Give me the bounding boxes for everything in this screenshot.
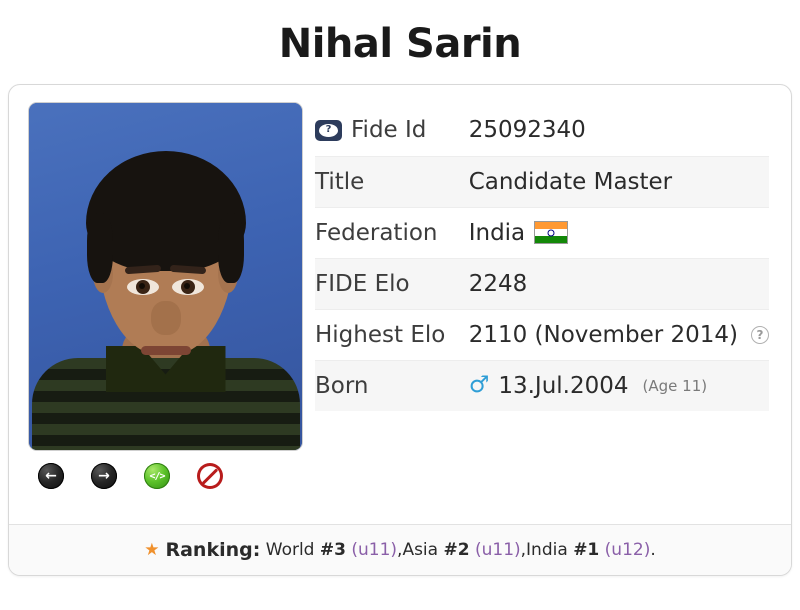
male-gender-icon: ♂ [468, 372, 490, 399]
arrow-left-icon: ← [45, 468, 57, 484]
india-rank: #1 [573, 540, 600, 560]
flag-band-saffron [535, 222, 568, 229]
ranking-label: Ranking: [165, 539, 261, 561]
world-label: World [265, 540, 315, 560]
photo-column: ← → </> [9, 103, 315, 489]
asia-rank: #2 [443, 540, 470, 560]
asia-category: (u11) [474, 540, 521, 560]
photo-hair-right [218, 213, 244, 283]
row-label-title: Title [315, 155, 469, 207]
row-value-federation: India [468, 206, 769, 258]
photo-nose [150, 301, 181, 335]
page-title: Nihal Sarin [278, 21, 522, 67]
row-label-born: Born [315, 359, 469, 411]
table-row: Highest Elo 2110 (November 2014) ? [315, 308, 769, 360]
player-photo [29, 103, 302, 450]
separator-2: , [520, 540, 527, 560]
fide-id-icon: ? [315, 119, 342, 141]
action-icon-row: ← → </> [29, 450, 315, 489]
table-row: ? Fide Id 25092340 [315, 105, 769, 156]
row-value-fide-id: 25092340 [468, 117, 586, 144]
highest-elo-value: 2110 (November 2014) [468, 321, 738, 348]
india-label: India [526, 540, 568, 560]
footer-period: . [650, 540, 656, 560]
separator-1: , [397, 540, 403, 560]
world-rank: #3 [319, 540, 346, 560]
help-icon[interactable]: ? [751, 325, 769, 344]
world-category: (u11) [351, 540, 398, 560]
federation-name: India [468, 219, 526, 246]
previous-player-button[interactable]: ← [38, 463, 64, 489]
photo-eye-left [127, 279, 159, 295]
table-row: Born ♂ 13.Jul.2004 (Age 11) [315, 359, 769, 411]
card-body: ← → </> ? [9, 85, 791, 489]
india-category: (u12) [604, 540, 651, 560]
player-info-table: ? Fide Id 25092340 Title Candidate Maste… [315, 105, 769, 411]
photo-eye-right [172, 279, 204, 295]
info-column: ? Fide Id 25092340 Title Candidate Maste… [315, 103, 791, 411]
birth-date: 13.Jul.2004 [498, 372, 629, 399]
flag-band-green [535, 236, 568, 243]
player-profile-card: ← → </> ? [8, 84, 792, 576]
row-label-highest-elo: Highest Elo [315, 308, 469, 360]
table-row: FIDE Elo 2248 [315, 257, 769, 309]
fide-id-icon-glyph: ? [319, 123, 338, 137]
row-label-fide-elo: FIDE Elo [315, 257, 469, 309]
photo-iris-right [181, 280, 195, 294]
row-value-title: Candidate Master [468, 155, 769, 207]
photo-shirt [31, 358, 300, 450]
table-row: Title Candidate Master [315, 155, 769, 207]
age-note: (Age 11) [642, 376, 708, 395]
row-value-fide-elo: 2248 [468, 257, 769, 309]
row-value-highest-elo: 2110 (November 2014) ? [468, 308, 769, 360]
row-label-federation: Federation [315, 206, 469, 258]
photo-iris-left [136, 280, 150, 294]
row-label-fide-id: ? Fide Id [315, 105, 469, 156]
fide-id-label: Fide Id [351, 117, 427, 144]
block-button[interactable] [197, 463, 223, 489]
next-player-button[interactable]: → [91, 463, 117, 489]
asia-label: Asia [402, 540, 439, 560]
embed-code-button[interactable]: </> [144, 463, 170, 489]
star-icon: ★ [144, 539, 160, 560]
india-flag-icon [534, 221, 569, 244]
ranking-footer: ★ Ranking: World #3 (u11) , Asia #2 (u11… [9, 524, 791, 575]
row-value-born: ♂ 13.Jul.2004 (Age 11) [468, 359, 769, 411]
arrow-right-icon: → [98, 468, 110, 484]
photo-hair-left [87, 213, 113, 283]
table-row: Federation India [315, 206, 769, 258]
ashoka-chakra-icon [547, 229, 555, 236]
photo-mouth [140, 346, 191, 355]
